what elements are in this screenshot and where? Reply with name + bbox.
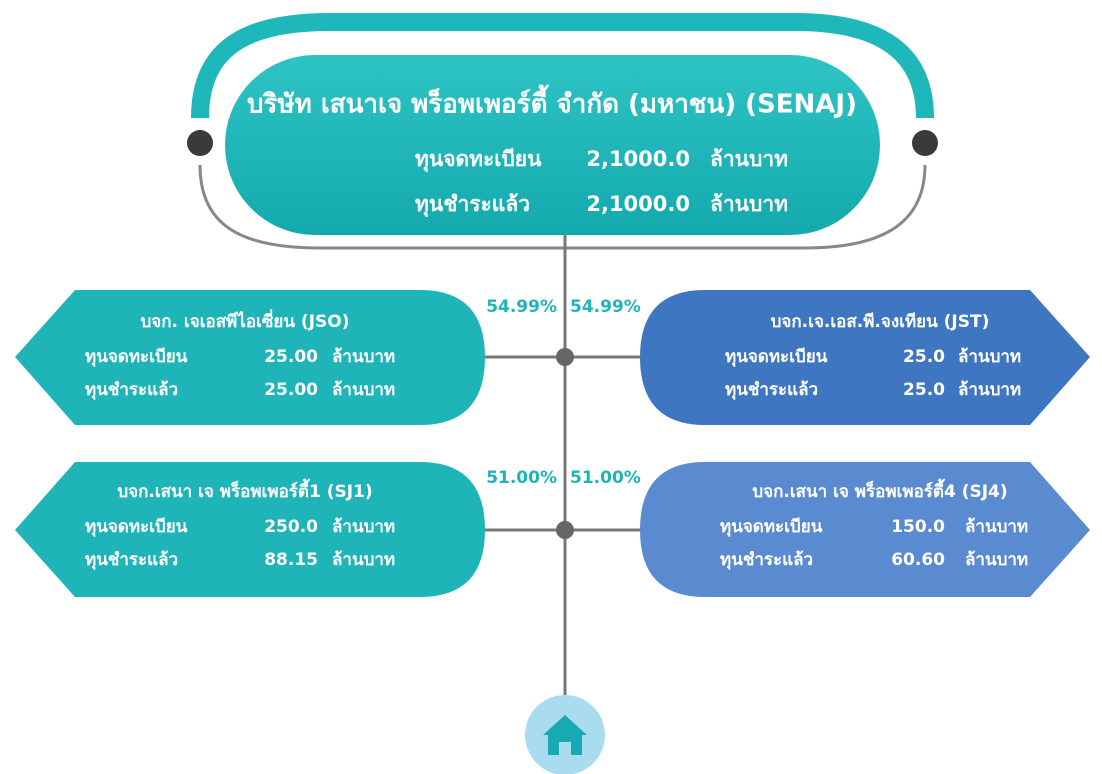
parent-title: บริษัท เสนาเจ พร็อพเพอร์ตี้ จำกัด (มหาชน… — [247, 84, 857, 120]
subsidiary-box — [640, 290, 1090, 425]
junction — [556, 348, 574, 366]
share-percent: 54.99% — [570, 297, 641, 317]
row-unit: ล้านบาท — [332, 517, 395, 537]
row-label: ทุนชำระแล้ว — [85, 380, 178, 400]
parent-box — [225, 55, 880, 235]
subsidiary-name: บจก.เสนา เจ พร็อพเพอร์ตี้1 (SJ1) — [117, 478, 372, 502]
share-percent: 54.99% — [486, 297, 557, 317]
subsidiary-box — [15, 290, 485, 425]
row-value: 60.60 — [891, 550, 945, 570]
home-door — [559, 742, 571, 755]
row-label: ทุนจดทะเบียน — [415, 147, 542, 173]
row-unit: ล้านบาท — [965, 550, 1028, 570]
share-percent: 51.00% — [570, 468, 641, 488]
row-label: ทุนชำระแล้ว — [720, 550, 813, 570]
junction — [556, 521, 574, 539]
row-value: 250.0 — [264, 517, 318, 537]
row-unit: ล้านบาท — [710, 147, 788, 171]
row-unit: ล้านบาท — [958, 380, 1021, 400]
row-label: ทุนจดทะเบียน — [85, 516, 188, 537]
row-label: ทุนจดทะเบียน — [85, 346, 188, 367]
row-value: 150.0 — [891, 517, 945, 537]
row-label: ทุนชำระแล้ว — [85, 550, 178, 570]
subsidiary-name: บจก.เจ.เอส.พี.จงเทียน (JST) — [771, 311, 990, 332]
bottom-arc — [198, 164, 927, 250]
row-unit: ล้านบาท — [332, 380, 395, 400]
row-unit: ล้านบาท — [332, 550, 395, 570]
row-unit: ล้านบาท — [958, 347, 1021, 367]
row-unit: ล้านบาท — [332, 347, 395, 367]
row-value: 2,1000.0 — [586, 147, 690, 171]
dot — [187, 130, 213, 156]
dot — [912, 130, 938, 156]
row-label: ทุนจดทะเบียน — [720, 516, 823, 537]
top-arc — [191, 13, 934, 119]
subsidiary-name: บจก. เจเอสพีไอเซี่ยน (JSO) — [141, 309, 350, 332]
subsidiary-box — [15, 462, 485, 597]
share-percent: 51.00% — [486, 468, 557, 488]
row-label: ทุนชำระแล้ว — [725, 380, 818, 400]
row-value: 88.15 — [264, 550, 318, 570]
row-value: 25.00 — [264, 347, 318, 367]
row-value: 2,1000.0 — [586, 192, 690, 216]
row-unit: ล้านบาท — [710, 192, 788, 216]
row-label: ทุนจดทะเบียน — [725, 346, 828, 367]
row-value: 25.00 — [264, 380, 318, 400]
row-label: ทุนชำระแล้ว — [415, 192, 530, 218]
subsidiary-name: บจก.เสนา เจ พร็อพเพอร์ตี้4 (SJ4) — [752, 478, 1007, 502]
row-value: 25.0 — [903, 380, 945, 400]
home-icon — [543, 715, 587, 755]
row-unit: ล้านบาท — [965, 517, 1028, 537]
subsidiary-box — [640, 462, 1090, 597]
row-value: 25.0 — [903, 347, 945, 367]
